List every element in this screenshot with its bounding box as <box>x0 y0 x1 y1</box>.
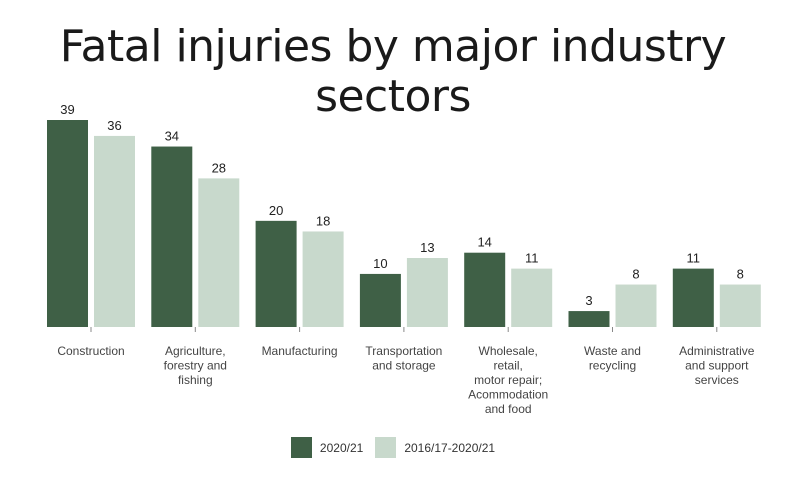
value-label-series-2-cat-6: 8 <box>632 267 639 282</box>
bar-series-2-cat-2 <box>198 178 240 327</box>
category-label-3: Manufacturing <box>262 344 338 358</box>
category-label-line: and storage <box>372 359 436 373</box>
category-label-line: motor repair; <box>474 373 542 387</box>
bar-series-2-cat-3 <box>302 231 344 327</box>
category-label-1: Construction <box>57 344 124 358</box>
value-label-series-1-cat-1: 39 <box>60 102 74 117</box>
category-label-6: Waste and recycling <box>584 344 641 373</box>
value-label-series-2-cat-1: 36 <box>107 118 121 133</box>
value-label-series-2-cat-3: 18 <box>316 213 330 228</box>
category-label-line: Wholesale, <box>479 344 538 358</box>
bar-series-1-cat-6 <box>568 311 610 327</box>
legend-swatch-series-2 <box>375 437 397 458</box>
category-label-line: Administrative <box>679 344 755 358</box>
bar-series-2-cat-5 <box>511 268 553 327</box>
bar-series-1-cat-1 <box>47 120 88 327</box>
category-label-line: Agriculture, <box>165 344 226 358</box>
value-label-series-1-cat-7: 11 <box>687 251 701 266</box>
category-label-line: Waste and <box>584 344 641 358</box>
bar-series-1-cat-4 <box>359 273 401 327</box>
category-label-line: and food <box>485 402 532 416</box>
bar-series-1-cat-5 <box>464 252 506 327</box>
legend-swatch-series-1 <box>290 437 312 458</box>
category-label-line: recycling <box>589 359 636 373</box>
category-label-line: services <box>695 373 739 387</box>
bar-series-1-cat-3 <box>255 220 297 327</box>
category-label-line: Acommodation <box>468 388 548 402</box>
value-label-series-1-cat-4: 10 <box>373 256 387 271</box>
chart-title: Fatal injuries by major industry sectors <box>59 21 727 122</box>
value-label-series-1-cat-3: 20 <box>269 203 283 218</box>
category-label-line: retail, <box>494 359 523 373</box>
category-label-line: Transportation <box>365 344 442 358</box>
bar-chart: 39 36 Construction 34 28 Agriculture, forestry… <box>47 102 761 416</box>
value-label-series-2-cat-5: 11 <box>525 251 539 266</box>
category-label-line: Manufacturing <box>262 344 338 358</box>
value-label-series-1-cat-5: 14 <box>477 235 491 250</box>
bar-series-2-cat-6 <box>615 284 657 327</box>
legend-label-series-1: 2020/21 <box>319 440 364 455</box>
bar-series-2-cat-7 <box>719 284 761 327</box>
bar-series-1-cat-7 <box>672 268 714 327</box>
category-label-line: and support <box>685 359 749 373</box>
category-label-5: Wholesale, retail, motor repair; Acommodati… <box>468 344 548 416</box>
category-label-7: Administrative and support services <box>679 344 755 387</box>
category-label-line: fishing <box>178 373 213 387</box>
bar-series-1-cat-2 <box>151 146 193 327</box>
value-label-series-1-cat-2: 34 <box>165 129 179 144</box>
category-label-2: Agriculture, forestry and fishing <box>164 344 227 387</box>
legend-item-series-2: 2016/17-2020/21 <box>375 437 495 458</box>
legend-label-series-2: 2016/17-2020/21 <box>404 440 496 455</box>
category-label-4: Transportation and storage <box>365 344 442 373</box>
value-label-series-2-cat-7: 8 <box>737 267 744 282</box>
value-label-series-2-cat-2: 28 <box>212 160 226 175</box>
legend: 2020/21 2016/17-2020/21 <box>0 437 786 458</box>
category-label-line: Construction <box>57 344 124 358</box>
value-label-series-1-cat-6: 3 <box>585 293 592 308</box>
category-label-line: forestry and <box>164 359 227 373</box>
legend-item-series-1: 2020/21 <box>290 437 364 458</box>
bar-series-2-cat-4 <box>406 258 448 327</box>
value-label-series-2-cat-4: 13 <box>420 240 434 255</box>
bar-series-2-cat-1 <box>94 135 135 327</box>
